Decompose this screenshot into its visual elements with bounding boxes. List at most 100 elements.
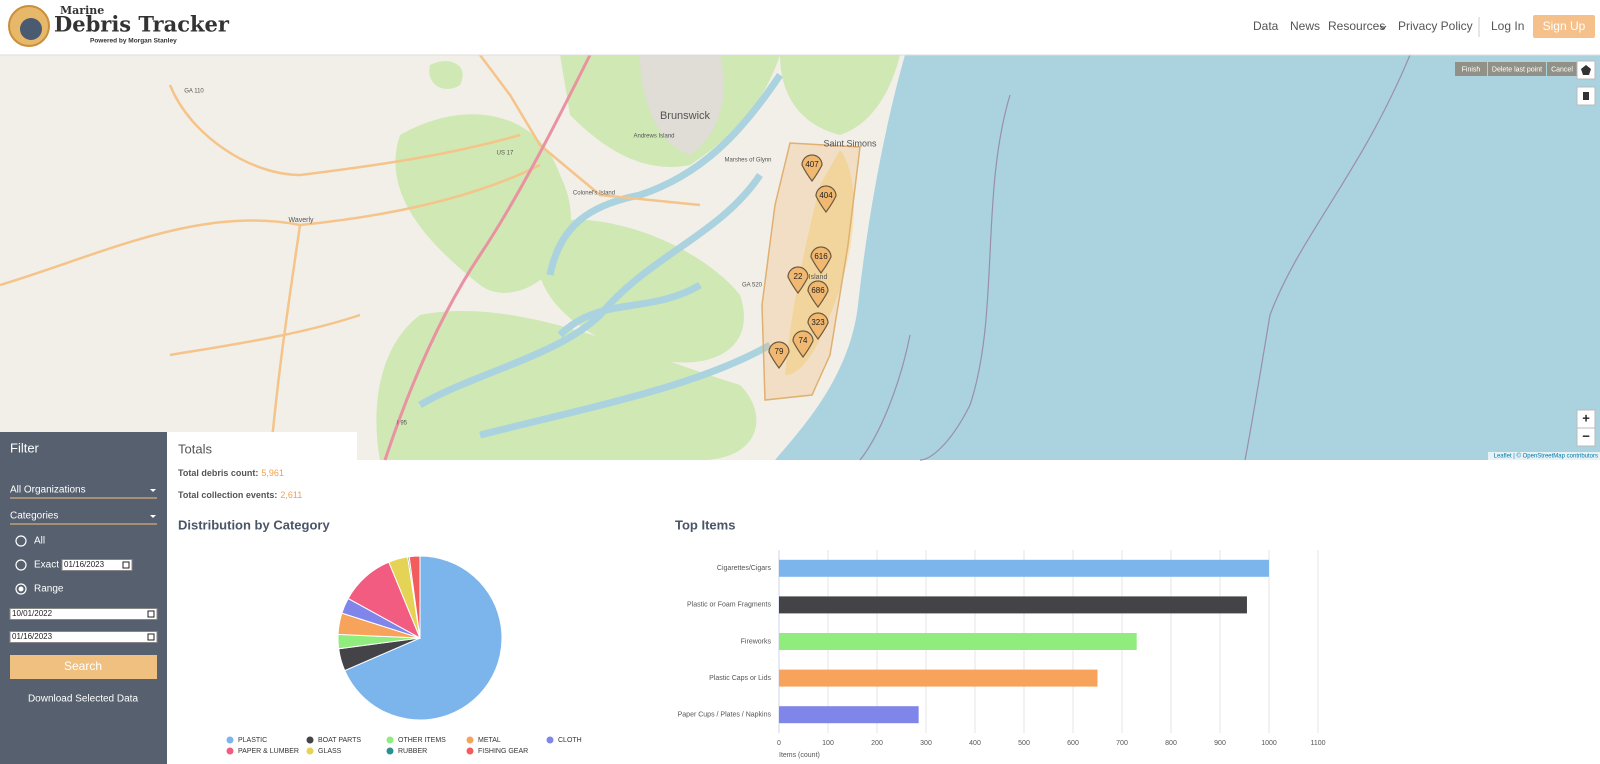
- date-input[interactable]: [61, 559, 133, 571]
- date-value: 01/16/2023: [12, 632, 53, 641]
- totals-box: [167, 432, 357, 460]
- map-shape: [168, 84, 521, 177]
- zoom-button[interactable]: [1576, 427, 1596, 447]
- radio-dot: [18, 586, 24, 592]
- legend-dot: [306, 736, 314, 744]
- download-link[interactable]: Download Selected Data: [28, 694, 139, 705]
- radio[interactable]: [15, 535, 27, 547]
- draw-button[interactable]: [1455, 62, 1487, 76]
- marker-pin: [801, 154, 823, 183]
- x-tick-label: 900: [1214, 740, 1226, 747]
- nav-link[interactable]: News: [1290, 19, 1320, 33]
- signup-button[interactable]: [1533, 15, 1595, 38]
- legend-label[interactable]: RUBBER: [398, 748, 427, 755]
- x-tick-label: 500: [1018, 740, 1030, 747]
- legend-dot: [226, 747, 234, 755]
- calendar-icon: [147, 610, 155, 618]
- legend-label[interactable]: OTHER ITEMS: [398, 737, 446, 744]
- marker-count: 407: [805, 160, 819, 169]
- map-marker[interactable]: 22: [787, 266, 809, 295]
- map-marker[interactable]: 323: [807, 312, 829, 341]
- map-marker[interactable]: 616: [810, 246, 832, 275]
- map-label: Marshes of Glynn: [724, 158, 771, 164]
- legend-label[interactable]: GLASS: [318, 748, 342, 755]
- x-tick-label: 0: [777, 740, 781, 747]
- map-label: GA 520: [742, 283, 763, 289]
- marker-pin: [807, 312, 829, 341]
- x-tick-label: 300: [920, 740, 932, 747]
- x-tick-label: 200: [871, 740, 883, 747]
- map-shape: [775, 55, 1600, 460]
- legend-dot: [466, 736, 474, 744]
- select-label[interactable]: All Organizations: [10, 485, 86, 496]
- x-tick-label: 100: [822, 740, 834, 747]
- legend-label[interactable]: BOAT PARTS: [318, 737, 361, 744]
- bar: [779, 669, 1098, 687]
- x-tick-label: 1000: [1261, 740, 1277, 747]
- legend-label[interactable]: PLASTIC: [238, 737, 267, 744]
- x-tick-label: 600: [1067, 740, 1079, 747]
- map-marker[interactable]: 686: [807, 280, 829, 309]
- map-shape: [268, 224, 302, 461]
- map-shape: [761, 142, 861, 401]
- legend-label[interactable]: CLOTH: [558, 737, 582, 744]
- map-label: Andrews Island: [633, 134, 674, 140]
- total-value: 2,611: [280, 490, 302, 500]
- x-axis-label: Items (count): [779, 752, 820, 759]
- search-button[interactable]: [10, 655, 157, 679]
- select-label[interactable]: Categories: [10, 511, 58, 522]
- nav-link[interactable]: Resources: [1328, 19, 1385, 33]
- draw-button[interactable]: [1547, 62, 1577, 76]
- map-label: I 95: [397, 421, 408, 427]
- radio[interactable]: [15, 559, 27, 571]
- radio[interactable]: [15, 583, 27, 595]
- date-input[interactable]: [9, 608, 158, 620]
- bar: [779, 559, 1269, 577]
- marker-pin: [768, 341, 790, 370]
- select-caret: [150, 515, 156, 518]
- marker-pin: [807, 280, 829, 309]
- legend-label[interactable]: PAPER & LUMBER: [238, 748, 299, 755]
- header-bg: [0, 0, 1600, 55]
- legend-dot: [386, 736, 394, 744]
- nav-link[interactable]: Data: [1253, 19, 1279, 33]
- map-shape: [429, 61, 463, 89]
- legend-label[interactable]: METAL: [478, 737, 501, 744]
- filter-panel: [0, 432, 167, 764]
- login-link[interactable]: Log In: [1491, 19, 1524, 33]
- map-marker[interactable]: 79: [768, 341, 790, 370]
- total-label: Total debris count:: [178, 468, 258, 478]
- draw-button[interactable]: [1488, 62, 1546, 76]
- y-tick-label: Paper Cups / Plates / Napkins: [678, 712, 772, 719]
- attribution-bg: [1488, 452, 1600, 460]
- zoom-label: +: [1582, 410, 1590, 425]
- marker-count: 404: [819, 191, 833, 200]
- total-line: Total debris count: 5,961: [178, 468, 284, 478]
- attribution: Leaflet | © OpenStreetMap contributors: [1494, 453, 1598, 460]
- zoom-label: −: [1582, 428, 1590, 443]
- radio-label: All: [34, 536, 45, 547]
- total-line: Total collection events: 2,611: [178, 490, 302, 500]
- map-shape: [479, 54, 701, 207]
- x-tick-label: 800: [1165, 740, 1177, 747]
- nav-link[interactable]: Privacy Policy: [1398, 19, 1473, 33]
- draw-button-label: Finish: [1462, 66, 1481, 73]
- legend-label[interactable]: FISHING GEAR: [478, 748, 528, 755]
- map-shape: [859, 334, 911, 461]
- map-marker[interactable]: 407: [801, 154, 823, 183]
- map-label: Brunswick: [660, 110, 711, 122]
- marker-count: 616: [814, 252, 828, 261]
- map-label: Saint Simons: [823, 138, 877, 148]
- legend-dot: [386, 747, 394, 755]
- map-marker[interactable]: 74: [792, 330, 814, 359]
- marker-count: 22: [794, 272, 803, 281]
- marker-count: 686: [811, 286, 825, 295]
- caret: [1379, 25, 1387, 30]
- y-tick-label: Cigarettes/Cigars: [717, 565, 772, 572]
- marker-count: 323: [811, 318, 825, 327]
- map-marker[interactable]: 404: [815, 185, 837, 214]
- date-value: 01/16/2023: [64, 560, 105, 569]
- draw-button-label: Delete last point: [1492, 66, 1542, 73]
- date-input[interactable]: [9, 631, 158, 643]
- marker-pin: [810, 246, 832, 275]
